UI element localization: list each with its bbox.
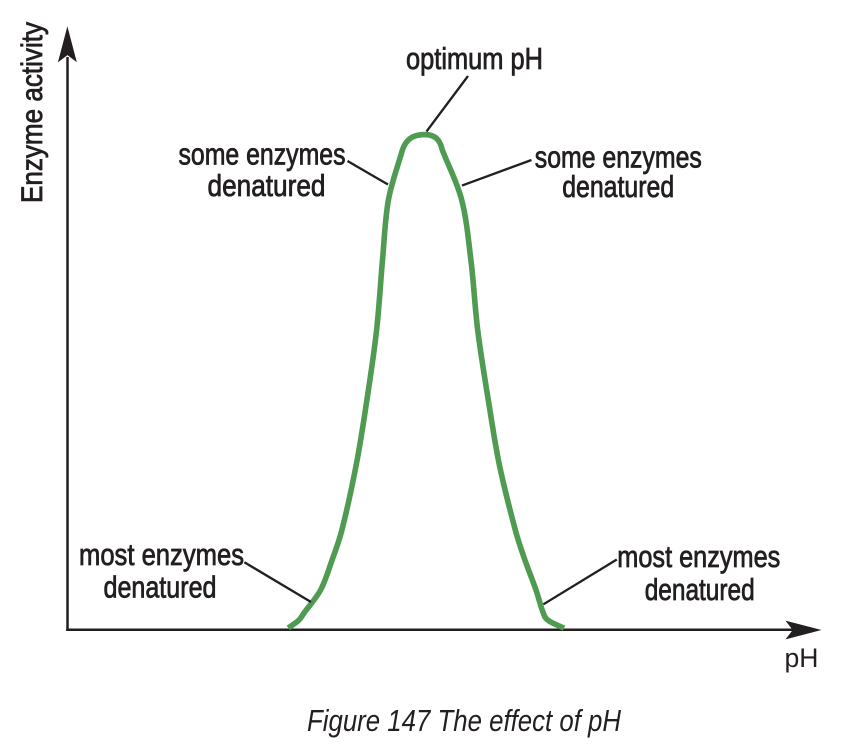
svg-text:Figure 147 The effect of pH: Figure 147 The effect of pH bbox=[307, 703, 622, 738]
svg-text:most enzymes: most enzymes bbox=[617, 539, 780, 574]
svg-text:denatured: denatured bbox=[104, 570, 217, 605]
svg-text:most enzymes: most enzymes bbox=[79, 537, 244, 572]
svg-text:some enzymes: some enzymes bbox=[535, 140, 702, 175]
svg-text:pH: pH bbox=[785, 643, 819, 673]
svg-text:denatured: denatured bbox=[645, 572, 755, 607]
svg-text:optimum pH: optimum pH bbox=[406, 41, 543, 76]
svg-text:some enzymes: some enzymes bbox=[179, 137, 346, 172]
svg-text:denatured: denatured bbox=[562, 169, 674, 204]
svg-text:Enzyme activity: Enzyme activity bbox=[16, 22, 49, 203]
svg-text:denatured: denatured bbox=[208, 168, 326, 203]
